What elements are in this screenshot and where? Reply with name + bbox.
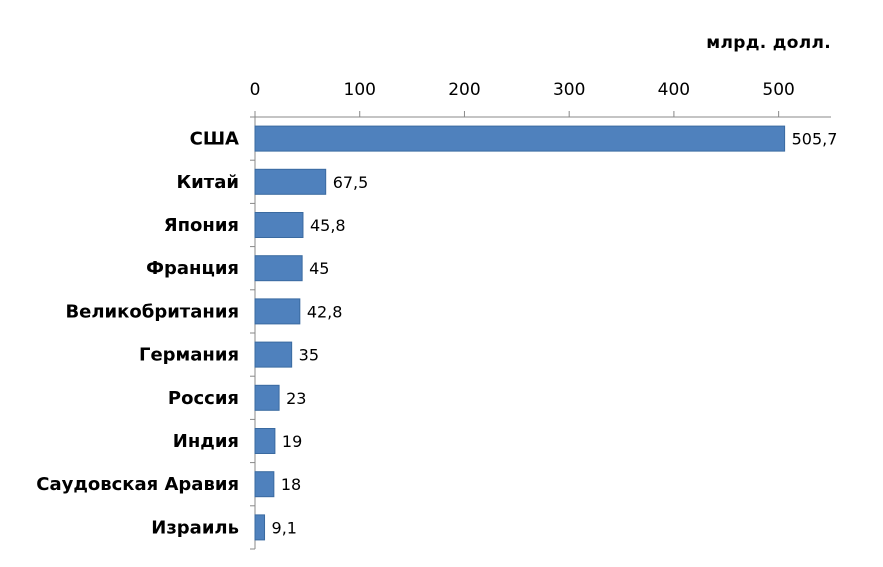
bar [254,428,276,454]
data-label: 42,8 [307,302,343,321]
category-label: Россия [168,388,239,409]
labels: США 505,7 Китай 67,5 Япония 45,8 Франция 45 Вели… [36,129,837,539]
x-tick-label: 400 [658,80,690,100]
data-label: 23 [286,389,306,408]
bar [254,384,280,411]
bar [254,471,275,498]
bar [254,255,303,282]
x-tick-label: 100 [344,80,376,100]
category-label: США [190,129,239,150]
category-label: Саудовская Аравия [36,474,239,495]
data-label: 45 [309,259,329,278]
category-label: Германия [139,345,239,366]
data-label: 9,1 [272,518,297,537]
x-tick-label: 300 [553,80,585,100]
data-label: 67,5 [333,173,369,192]
category-label: Индия [173,431,239,452]
unit-label: млрд. долл. [706,33,831,53]
x-axis: 0 100 200 300 400 500 [250,80,831,550]
bar [254,514,266,541]
category-label: Франция [146,258,239,279]
category-label: Китай [176,172,239,193]
bar [254,125,786,152]
x-tick-label: 500 [762,80,794,100]
bar [254,212,304,238]
x-tick-label: 0 [250,80,261,100]
data-label: 19 [282,432,302,451]
category-label: Израиль [151,517,239,538]
data-label: 35 [299,346,319,365]
category-label: Великобритания [65,301,239,322]
data-label: 505,7 [792,130,838,149]
x-tick-label: 200 [448,80,480,100]
data-label: 45,8 [310,216,346,235]
category-label: Япония [164,215,239,236]
data-label: 18 [281,475,301,494]
bar [254,298,301,325]
bar [254,341,293,368]
bar [254,168,327,195]
bars [254,125,786,541]
